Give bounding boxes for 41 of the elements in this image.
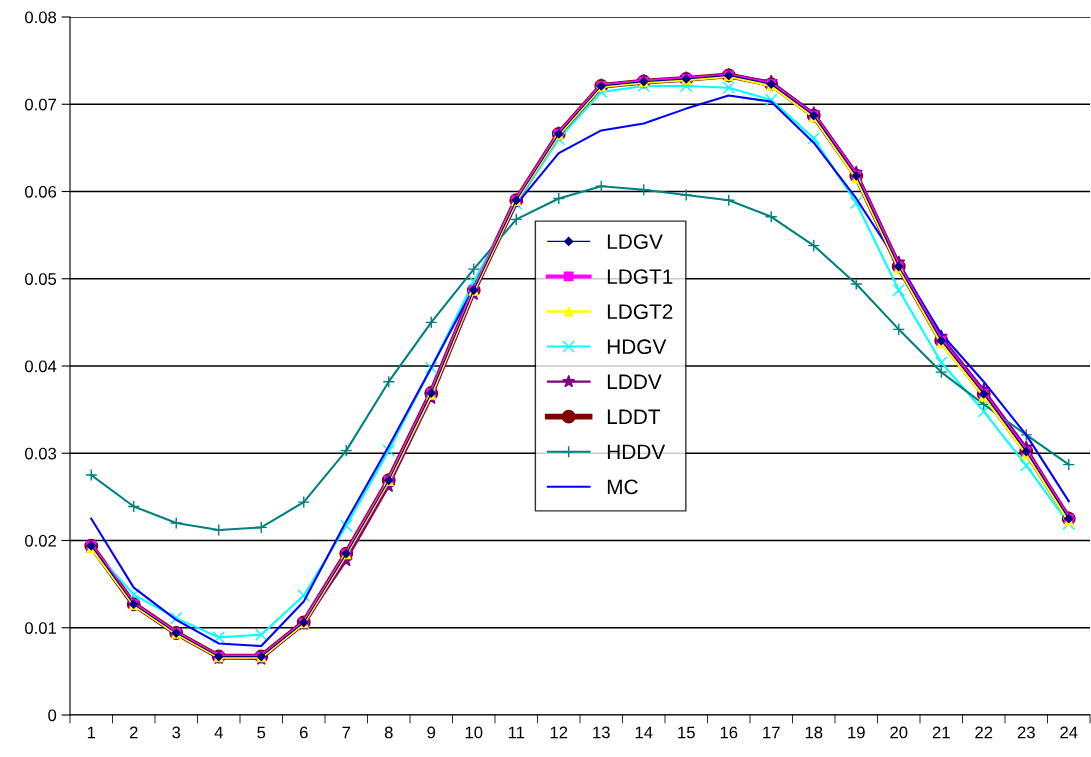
legend-label: LDGT2 [607,304,673,320]
x-tick-label: 15 [678,726,695,739]
x-tick-label: 11 [508,726,525,739]
x-tick-label: 21 [932,726,950,739]
x-tick-label: 13 [593,726,610,739]
y-tick-label: 0.03 [25,447,57,460]
x-tick-label: 18 [805,726,823,739]
legend-label: LDGV [607,234,663,249]
legend-label: MC [607,479,638,495]
x-tick-label: 8 [384,726,393,739]
y-tick-label: 0 [48,709,57,722]
x-tick-label: 12 [550,726,568,739]
x-tick-label: 23 [1017,726,1035,739]
legend-label: HDDV [607,444,666,459]
y-tick-label: 0.01 [25,622,56,634]
legend-label: LDDV [607,374,662,389]
y-tick-label: 0.08 [25,11,57,24]
y-tick-label: 0.04 [25,360,57,373]
x-tick-label: 6 [299,726,308,739]
x-tick-label: 16 [720,726,738,739]
x-tick-label: 3 [172,726,181,739]
x-tick-label: 7 [342,726,351,739]
x-tick-label: 17 [763,726,780,739]
x-tick-label: 5 [257,726,266,739]
x-tick-label: 24 [1060,726,1078,739]
y-tick-label: 0.02 [25,534,56,547]
x-tick-label: 10 [465,726,483,739]
x-tick-label: 14 [635,726,653,739]
x-tick-label: 1 [87,726,96,739]
x-tick-label: 2 [129,726,138,739]
x-tick-label: 22 [975,726,993,739]
x-tick-label: 19 [848,726,865,739]
legend-label: LDDT [607,409,661,424]
x-tick-label: 20 [890,726,908,739]
y-tick-label: 0.05 [25,273,57,285]
x-tick-label: 4 [214,726,223,739]
legend-label: HDGV [607,339,667,355]
legend-label: LDGT1 [607,269,673,284]
x-tick-label: 9 [427,726,436,739]
y-tick-label: 0.06 [25,185,57,198]
y-tick-label: 0.07 [25,98,56,111]
